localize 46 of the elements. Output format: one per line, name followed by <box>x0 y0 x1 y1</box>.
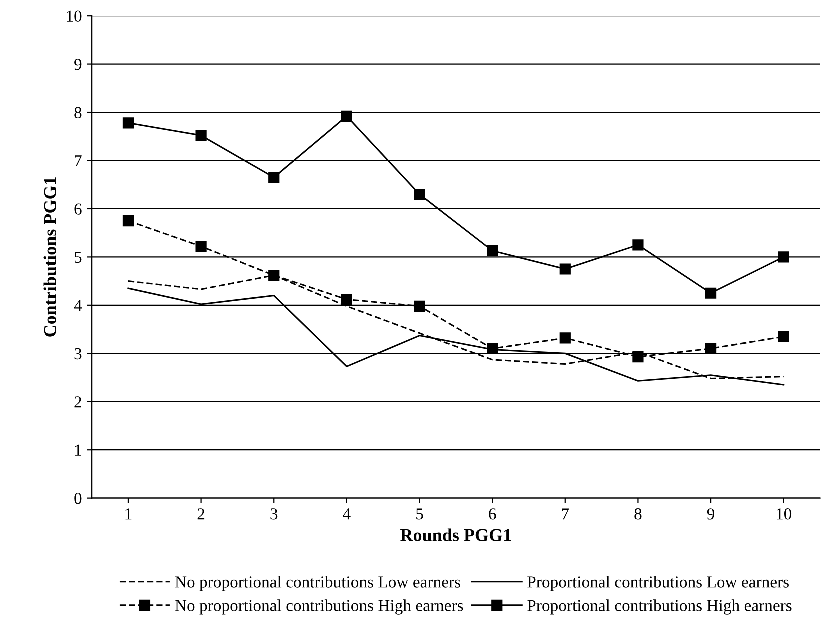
y-tick-label: 9 <box>74 59 82 70</box>
y-axis-title: Contributions PGG1 <box>44 178 56 337</box>
x-tick-label: 10 <box>776 508 792 520</box>
point <box>196 130 207 142</box>
legend-label: No proportional contributions Low earners <box>175 576 460 592</box>
x-tick-label: 4 <box>343 508 351 520</box>
point <box>414 300 426 312</box>
point <box>705 288 717 299</box>
point <box>778 252 790 263</box>
x-tick-label: 5 <box>416 508 424 520</box>
point <box>414 188 426 200</box>
x-tick-label: 6 <box>489 508 496 520</box>
legend-label: No proportional contributions High earners <box>175 600 464 615</box>
x-tick-label: 7 <box>562 508 570 520</box>
point <box>778 331 790 342</box>
y-tick-label: 10 <box>67 10 82 22</box>
point <box>122 215 134 227</box>
y-tick-label: 1 <box>75 444 82 456</box>
x-tick-label: 1 <box>126 508 132 520</box>
point <box>632 240 644 251</box>
point <box>268 270 280 282</box>
y-tick-label: 4 <box>74 300 82 312</box>
legend-label: Proportional contributions Low earners <box>528 576 789 592</box>
point <box>341 110 352 122</box>
x-tick-label: 3 <box>270 508 278 520</box>
point <box>122 118 134 129</box>
y-tick-label: 8 <box>74 107 82 118</box>
point <box>268 172 280 184</box>
point <box>705 343 717 354</box>
point <box>196 241 207 252</box>
y-tick-label: 6 <box>74 204 82 215</box>
y-tick-label: 5 <box>74 252 82 264</box>
legend-label: Proportional contributions High earners <box>528 600 792 615</box>
y-tick-label: 3 <box>74 348 82 360</box>
point <box>341 294 352 306</box>
point <box>632 351 644 363</box>
x-tick-label: 8 <box>634 508 642 520</box>
x-axis-title: Rounds PGG1 <box>400 528 512 542</box>
point <box>560 264 571 275</box>
point <box>487 245 498 256</box>
y-tick-label: 7 <box>75 156 82 167</box>
y-tick-label: 0 <box>74 493 82 504</box>
y-tick-label: 2 <box>74 396 82 408</box>
point <box>560 332 571 344</box>
x-tick-label: 2 <box>198 508 205 520</box>
x-tick-label: 9 <box>707 508 715 520</box>
